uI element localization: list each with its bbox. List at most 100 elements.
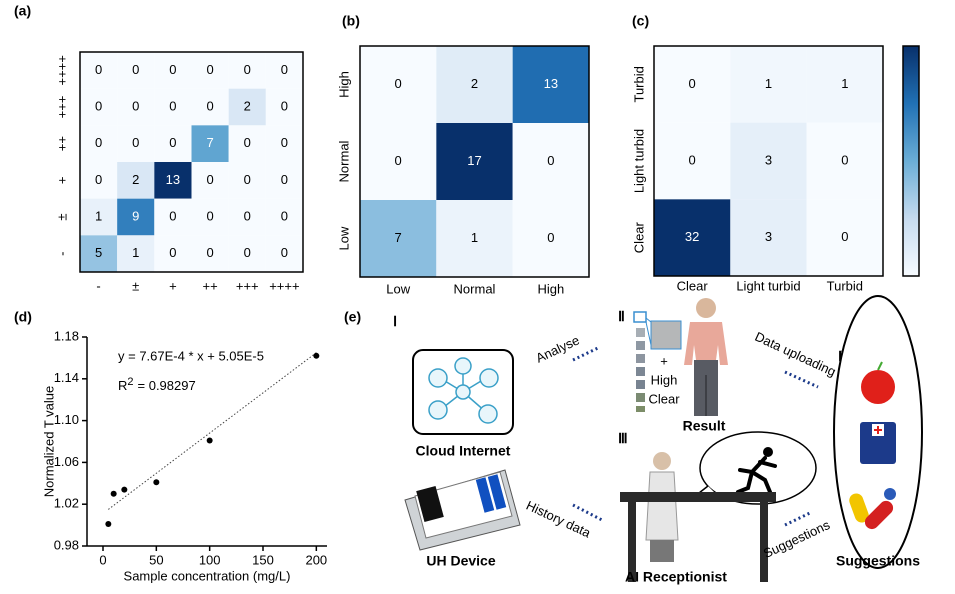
heatmap-cell (265, 198, 303, 236)
cell-label: 0 (95, 172, 102, 187)
cell-label: 3 (765, 229, 772, 244)
heatmap-cell (154, 162, 192, 199)
cell-label: 0 (132, 135, 139, 150)
cell-label: 0 (689, 152, 696, 167)
x-tick-label: 200 (305, 552, 327, 567)
heatmap-cell (806, 46, 883, 123)
heatmap-cell (436, 200, 513, 277)
heatmap-cell (154, 235, 192, 272)
heatmap-cell (191, 88, 229, 126)
network-icons (428, 357, 499, 424)
cell-label: 5 (95, 245, 102, 260)
y-tick-label: 0.98 (54, 537, 79, 552)
r2-value: = 0.98297 (138, 378, 196, 393)
cell-label: 0 (281, 62, 288, 77)
heatmap-cell (117, 88, 155, 126)
cell-label: 9 (132, 208, 139, 223)
result-label: Clear (648, 391, 680, 406)
cell-label: 0 (169, 62, 176, 77)
cell-label: 0 (281, 172, 288, 187)
x-tick-label: Clear (677, 278, 709, 293)
stage-label: Ⅲ (618, 432, 628, 447)
heatmap-cell (80, 52, 118, 89)
cell-label: 0 (95, 98, 102, 113)
x-tick-label: +++ (236, 278, 259, 293)
heatmap-cell (730, 46, 807, 123)
heatmap-cell (228, 52, 266, 89)
scatter-point (110, 490, 117, 497)
trendline (108, 352, 317, 510)
stage-label: Ⅱ (618, 310, 625, 325)
device-icon (404, 469, 521, 551)
cell-label: 7 (206, 135, 213, 150)
heatmap-cell (117, 125, 155, 162)
heatmap-cell (360, 200, 437, 277)
y-tick-label: Clear (631, 221, 646, 253)
plot-frame (79, 51, 304, 273)
cell-label: 0 (281, 135, 288, 150)
panel-label: (b) (342, 13, 360, 29)
x-tick-label: Light turbid (736, 278, 800, 293)
heatmap-cell (360, 46, 437, 123)
x-tick-label: ± (132, 278, 139, 293)
x-tick-label: ++ (202, 278, 217, 293)
heatmap-cell (80, 125, 118, 162)
result-label: High (651, 372, 678, 387)
arrow (572, 503, 603, 522)
cell-label: 0 (169, 208, 176, 223)
heatmap-cell (806, 122, 883, 200)
r2-annotation: R2 = 0.98297 (118, 376, 196, 394)
y-tick-label: 1.06 (54, 454, 79, 469)
stage-label: Ⅰ (393, 315, 397, 330)
result-label: + (660, 353, 668, 368)
colorbar (902, 45, 920, 277)
box-label: Result (683, 418, 726, 434)
cell-label: 0 (169, 135, 176, 150)
heatmap-cell (154, 198, 192, 236)
scatter-point (206, 437, 213, 444)
heatmap-cell (117, 162, 155, 199)
cell-label: 0 (95, 135, 102, 150)
arrow-label: Suggestions (761, 517, 833, 561)
heatmap-cell (117, 235, 155, 272)
heatmap-cell (730, 199, 807, 276)
heatmap-cell (512, 123, 589, 200)
heatmap-cell (80, 88, 118, 126)
y-tick-label: ++++ (54, 55, 69, 85)
y-tick-label: Normal (336, 140, 351, 182)
y-tick-label: 1.14 (54, 370, 79, 385)
cell-label: 2 (244, 98, 251, 113)
cell-label: 0 (206, 62, 213, 77)
heatmap-cell (154, 52, 192, 89)
result-icons (633, 298, 728, 416)
heatmap-cell (228, 162, 266, 199)
y-tick-label: - (54, 251, 69, 255)
y-tick-label: 1.18 (54, 328, 79, 343)
heatmap-cell (80, 162, 118, 199)
cell-label: 0 (281, 208, 288, 223)
cell-label: 32 (685, 229, 699, 244)
x-tick-label: 150 (252, 552, 274, 567)
y-tick-label: ± (54, 213, 69, 220)
cell-label: 1 (132, 245, 139, 260)
heatmap-cell (228, 88, 266, 126)
heatmap-cell (512, 200, 589, 277)
heatmap-cell (265, 52, 303, 89)
cell-label: 0 (206, 245, 213, 260)
heatmap-cell (80, 198, 118, 236)
panel-label: (e) (344, 309, 361, 325)
plot-frame (359, 45, 590, 278)
heatmap-cell (265, 235, 303, 272)
heatmap-cell (117, 198, 155, 236)
x-tick-label: - (96, 278, 100, 293)
suggestion-icons (833, 295, 923, 569)
heatmap-cell (730, 122, 807, 200)
cell-label: 1 (471, 230, 478, 245)
scatter-point (105, 521, 112, 528)
cell-label: 0 (547, 230, 554, 245)
cell-label: 7 (395, 230, 402, 245)
x-tick-label: Low (386, 281, 410, 296)
cell-label: 17 (467, 153, 481, 168)
heatmap-cell (228, 198, 266, 236)
